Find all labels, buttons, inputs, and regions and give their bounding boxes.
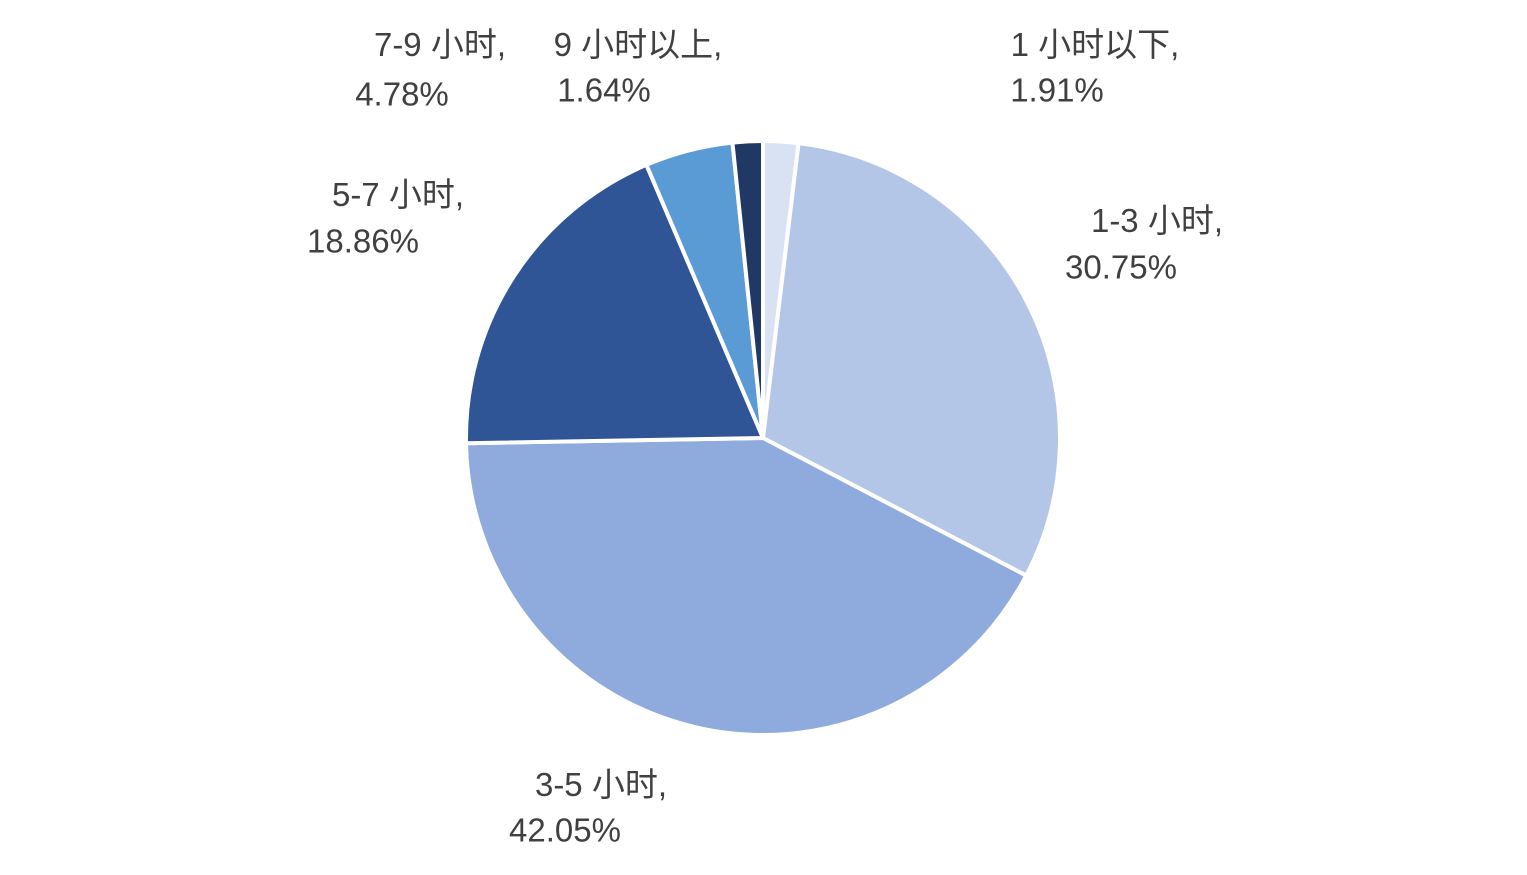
value-label: 42.05%: [509, 812, 621, 849]
category-label: 5-7 小时: [332, 176, 455, 213]
category-label: 3-5 小时: [535, 766, 658, 803]
label-separator: ,: [658, 766, 667, 803]
pie-slice: [464, 436, 1029, 737]
data-label: 5-7 小时,: [332, 176, 464, 213]
value-label: 1.64%: [557, 72, 651, 109]
pie-slice: [761, 141, 1062, 578]
value-label: 4.78%: [355, 76, 449, 113]
data-label: 1-3 小时,: [1091, 202, 1223, 239]
data-label: 9 小时以上,: [554, 26, 723, 63]
category-label: 9 小时以上: [554, 26, 714, 63]
data-label: 1 小时以下,: [1011, 26, 1180, 63]
label-separator: ,: [455, 176, 464, 213]
category-label: 1 小时以下: [1011, 26, 1171, 63]
label-separator: ,: [1170, 26, 1179, 63]
label-separator: ,: [1214, 202, 1223, 239]
data-label: 7-9 小时,: [374, 26, 506, 63]
pie-slice: [464, 162, 765, 446]
category-label: 7-9 小时: [374, 26, 497, 63]
label-separator: ,: [713, 26, 722, 63]
data-label: 3-5 小时,: [535, 766, 667, 803]
value-label: 30.75%: [1065, 249, 1177, 286]
value-label: 18.86%: [307, 223, 419, 260]
category-label: 1-3 小时: [1091, 202, 1214, 239]
label-separator: ,: [497, 26, 506, 63]
pie-slice: [730, 139, 765, 440]
value-label: 1.91%: [1010, 72, 1104, 109]
